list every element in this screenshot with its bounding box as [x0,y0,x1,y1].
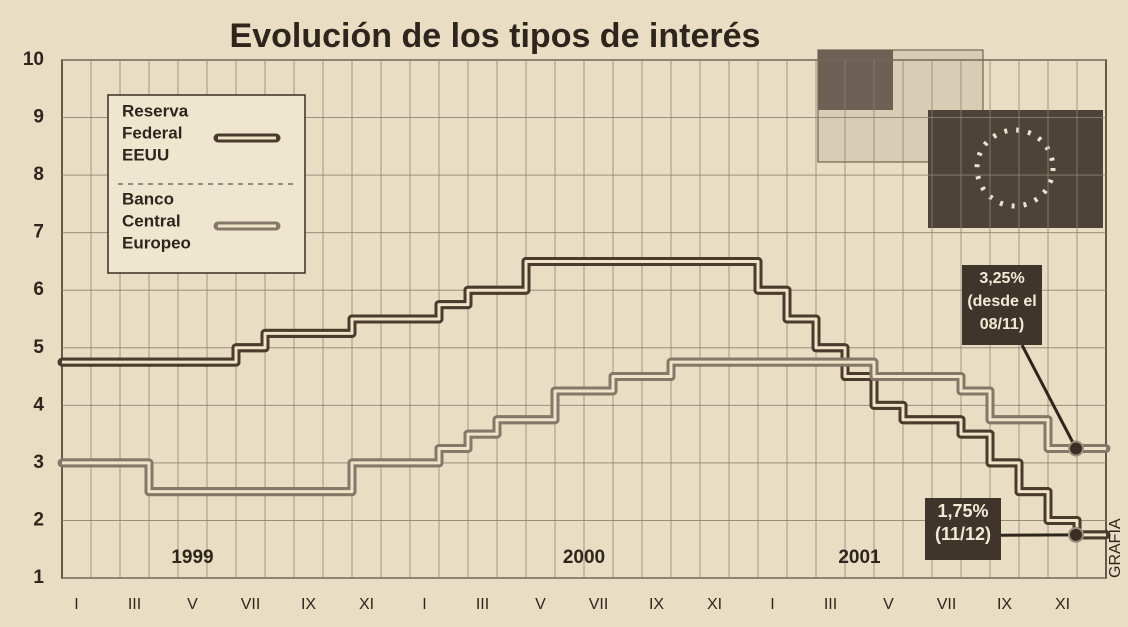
x-tick-label: IX [649,596,664,613]
x-tick-label: XI [359,596,374,613]
y-tick-label: 10 [23,49,44,70]
annotation-text: 3,25% [979,270,1024,287]
legend-label: Europeo [122,233,191,252]
y-tick-label: 9 [33,107,44,128]
annotation-text: (desde el [967,293,1036,310]
y-tick-label: 6 [33,279,44,300]
year-label: 2001 [838,547,881,568]
y-tick-label: 8 [33,164,44,185]
end-marker [1069,442,1083,456]
x-tick-label: XI [1055,596,1070,613]
legend-label: Banco [122,189,174,208]
x-tick-label: XI [707,596,722,613]
x-tick-label: VII [241,596,261,613]
page: Evolución de los tipos de interés 1 2 3 4 5 6… [0,0,1128,627]
year-label: 2000 [563,547,605,568]
x-tick-label: V [535,596,546,613]
x-tick-label: V [187,596,198,613]
chart: Evolución de los tipos de interés 1 2 3 4 5 6… [0,0,1128,622]
x-tick-label: VII [937,596,957,613]
end-marker [1069,528,1083,542]
legend-label: Central [122,211,181,230]
legend-label: Reserva [122,101,189,120]
annotation-text: (11/12) [935,524,991,544]
x-tick-label: III [128,596,141,613]
x-tick-label: III [824,596,837,613]
us-flag-canton [818,50,893,110]
annotation-text: 08/11) [980,316,1024,333]
y-tick-label: 7 [33,222,44,243]
legend-label: EEUU [122,145,169,164]
y-tick-label: 1 [33,567,44,588]
x-tick-label: V [883,596,894,613]
x-tick-label: I [74,596,78,613]
x-tick-label: IX [301,596,316,613]
credit: GRAFÍA [1105,518,1124,578]
x-tick-label: I [422,596,426,613]
legend-label: Federal [122,123,182,142]
legend: Reserva Federal EEUU Banco Central Europeo [108,95,305,273]
annotation-text: 1,75% [937,501,988,521]
x-tick-label: VII [589,596,609,613]
x-tick-label: IX [997,596,1012,613]
year-label: 1999 [171,547,213,568]
y-tick-label: 4 [33,394,44,415]
x-tick-label: III [476,596,489,613]
x-tick-label: I [770,596,774,613]
y-tick-label: 2 [33,509,44,530]
chart-title: Evolución de los tipos de interés [230,17,761,55]
y-tick-label: 5 [33,337,44,358]
y-tick-label: 3 [33,452,44,473]
